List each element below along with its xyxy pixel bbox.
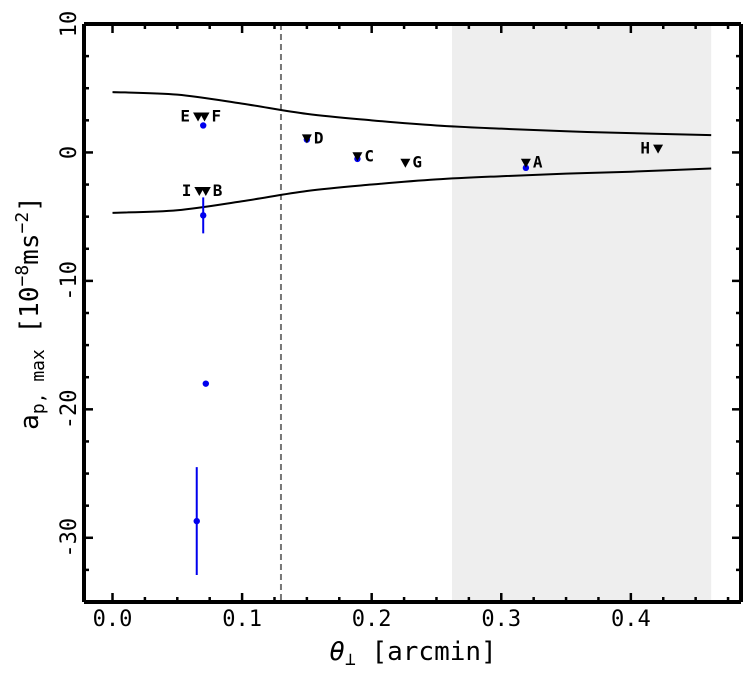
upper-limit-marker — [194, 186, 205, 196]
marker-label-g: G — [412, 153, 422, 172]
marker-label-a: A — [533, 153, 543, 172]
y-axis-title: ap, max [10−8ms−2] — [12, 196, 49, 430]
data-point — [200, 122, 207, 129]
marker-label-c: C — [364, 146, 374, 165]
y-tick-label: 10 — [57, 11, 82, 38]
y-tick-label: 0 — [57, 146, 82, 159]
y-tick-label: -10 — [57, 261, 82, 301]
y-tick-label: -20 — [57, 389, 82, 429]
x-axis-title: θ⊥ [arcmin] — [329, 637, 496, 670]
data-point — [200, 212, 207, 219]
upper-limit-marker — [301, 134, 312, 144]
marker-label-e: E — [180, 106, 190, 125]
data-point — [193, 517, 200, 525]
marker-label-h: H — [640, 139, 650, 158]
marker-label-d: D — [314, 128, 324, 147]
data-point — [522, 164, 530, 172]
x-tick-label: 0.2 — [352, 607, 392, 632]
upper-limit-marker — [520, 158, 531, 168]
y-tick-label: -30 — [57, 518, 82, 558]
envelope-upper-curve — [112, 91, 712, 137]
upper-limit-marker — [653, 144, 664, 154]
x-tick-label: 0.4 — [611, 607, 651, 632]
upper-limit-marker — [352, 152, 363, 162]
data-point — [202, 380, 210, 387]
upper-limit-marker — [199, 112, 210, 122]
marker-label-b: B — [213, 181, 223, 200]
x-tick-label: 0.3 — [481, 607, 521, 632]
marker-label-i: I — [182, 181, 192, 200]
shaded-region — [452, 24, 712, 602]
x-tick-label: 0.1 — [222, 607, 262, 632]
envelope-lower-curve — [112, 167, 712, 214]
x-tick-label: 0.0 — [93, 607, 133, 632]
upper-limit-marker — [193, 112, 204, 122]
upper-limit-marker — [400, 158, 411, 168]
upper-limit-marker — [200, 186, 211, 196]
marker-label-f: F — [212, 106, 222, 125]
